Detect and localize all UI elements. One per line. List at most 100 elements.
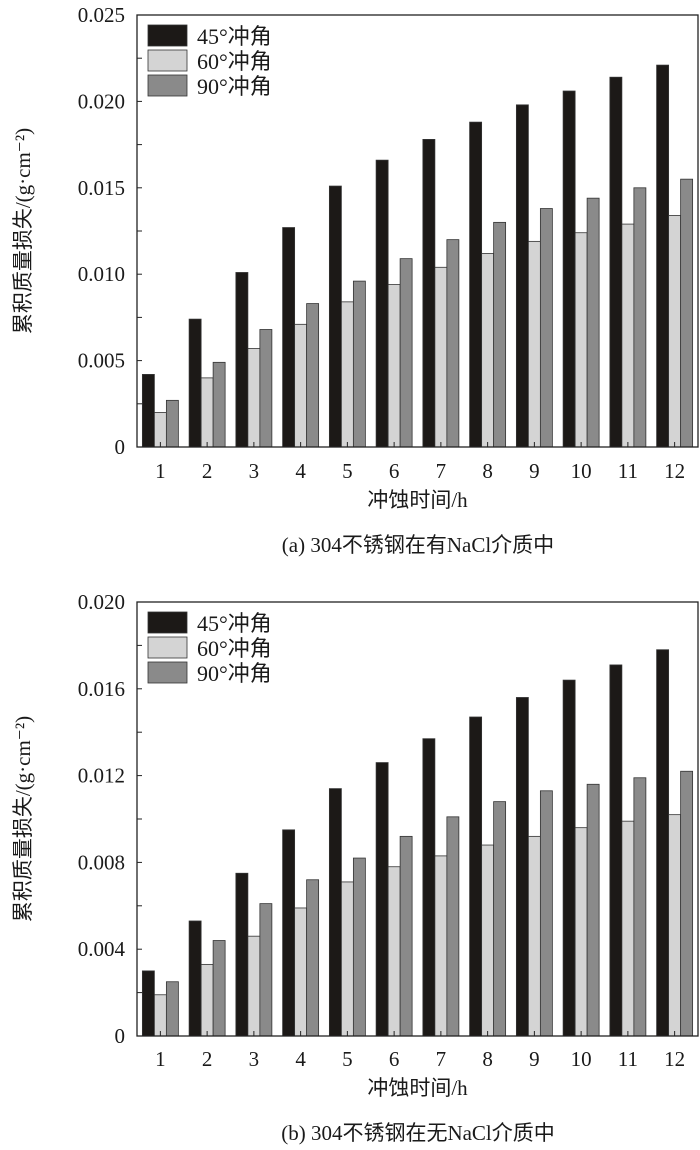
x-axis-title: 冲蚀时间/h	[367, 1076, 468, 1100]
bar-45°冲角-3	[235, 872, 249, 1037]
bar-45°冲角-11	[609, 664, 623, 1037]
bar-45°冲角-12	[656, 649, 670, 1037]
bar-45°冲角-2	[188, 920, 202, 1037]
bar-60°冲角-6	[387, 866, 401, 1037]
bar-90°冲角-11	[633, 777, 647, 1037]
x-tick-label: 7	[436, 459, 447, 483]
legend-swatch-1	[147, 636, 188, 659]
figure-caption: (a) 304不锈钢在有NaCl介质中	[282, 533, 554, 557]
bar-45°冲角-10	[562, 679, 576, 1037]
legend-label: 60°冲角	[197, 636, 272, 661]
x-tick-label: 3	[249, 1047, 260, 1071]
x-tick-label: 9	[529, 459, 540, 483]
x-tick-label: 12	[664, 1047, 685, 1071]
bar-45°冲角-6	[375, 159, 389, 448]
bar-60°冲角-4	[294, 323, 308, 448]
bar-60°冲角-12	[668, 215, 682, 448]
bar-60°冲角-9	[527, 240, 541, 448]
x-tick-label: 8	[482, 459, 493, 483]
bar-90°冲角-7	[446, 239, 460, 448]
x-tick-label: 11	[618, 459, 638, 483]
x-tick-label: 3	[249, 459, 260, 483]
y-tick-label: 0.020	[78, 590, 125, 614]
bar-90°冲角-6	[399, 835, 413, 1037]
bar-45°冲角-4	[282, 829, 296, 1037]
y-tick-label: 0.012	[78, 764, 125, 788]
bar-90°冲角-5	[352, 857, 366, 1037]
bar-45°冲角-2	[188, 318, 202, 448]
legend-swatch-0	[147, 24, 188, 47]
legend-label: 60°冲角	[197, 49, 272, 74]
bar-60°冲角-2	[200, 963, 214, 1037]
y-tick-label: 0.020	[78, 89, 125, 113]
legend-label: 90°冲角	[197, 74, 272, 99]
bar-45°冲角-10	[562, 90, 576, 448]
bar-90°冲角-1	[165, 399, 179, 448]
y-tick-label: 0.005	[78, 349, 125, 373]
bar-60°冲角-11	[621, 223, 635, 448]
bar-60°冲角-12	[668, 814, 682, 1037]
x-tick-label: 8	[482, 1047, 493, 1071]
y-tick-label: 0.010	[78, 262, 125, 286]
bar-90°冲角-10	[586, 197, 600, 448]
x-tick-label: 4	[295, 1047, 306, 1071]
y-tick-label: 0.015	[78, 176, 125, 200]
bar-60°冲角-5	[340, 881, 354, 1037]
bar-60°冲角-1	[153, 412, 167, 448]
bar-90°冲角-10	[586, 783, 600, 1037]
bar-60°冲角-10	[574, 232, 588, 448]
bar-90°冲角-11	[633, 187, 647, 448]
bar-90°冲角-3	[259, 329, 273, 448]
x-tick-label: 6	[389, 459, 400, 483]
bar-60°冲角-8	[481, 844, 495, 1037]
bar-90°冲角-5	[352, 280, 366, 448]
bar-45°冲角-5	[328, 788, 342, 1037]
bar-60°冲角-7	[434, 855, 448, 1037]
bar-45°冲角-7	[422, 139, 436, 448]
bar-60°冲角-11	[621, 820, 635, 1037]
bar-90°冲角-8	[493, 801, 507, 1037]
x-tick-label: 1	[155, 459, 166, 483]
legend-swatch-2	[147, 74, 188, 97]
x-tick-label: 5	[342, 459, 353, 483]
bar-45°冲角-7	[422, 738, 436, 1037]
x-tick-label: 6	[389, 1047, 400, 1071]
bar-90°冲角-12	[680, 178, 694, 448]
legend-label: 90°冲角	[197, 661, 272, 686]
bar-90°冲角-6	[399, 258, 413, 448]
bar-90°冲角-4	[306, 879, 320, 1037]
bar-45°冲角-8	[469, 121, 483, 448]
bar-45°冲角-11	[609, 76, 623, 448]
bar-45°冲角-8	[469, 716, 483, 1037]
bar-60°冲角-9	[527, 835, 541, 1037]
bar-60°冲角-8	[481, 253, 495, 448]
bar-60°冲角-10	[574, 827, 588, 1037]
x-tick-label: 10	[571, 459, 592, 483]
bar-60°冲角-4	[294, 907, 308, 1037]
x-tick-label: 5	[342, 1047, 353, 1071]
bar-60°冲角-3	[247, 348, 261, 448]
y-tick-label: 0	[115, 1024, 126, 1048]
y-tick-label: 0.004	[78, 937, 126, 961]
bar-90°冲角-7	[446, 816, 460, 1037]
x-tick-label: 12	[664, 459, 685, 483]
bar-60°冲角-6	[387, 284, 401, 448]
bar-60°冲角-5	[340, 301, 354, 448]
legend-swatch-2	[147, 661, 188, 684]
bar-90°冲角-9	[539, 208, 553, 448]
x-tick-label: 9	[529, 1047, 540, 1071]
legend-swatch-0	[147, 611, 188, 634]
bar-45°冲角-6	[375, 762, 389, 1037]
y-tick-label: 0.016	[78, 677, 125, 701]
bar-60°冲角-2	[200, 377, 214, 448]
x-tick-label: 4	[295, 459, 306, 483]
bar-60°冲角-1	[153, 994, 167, 1037]
x-tick-label: 2	[202, 459, 213, 483]
bar-60°冲角-7	[434, 266, 448, 448]
bar-45°冲角-9	[515, 104, 529, 448]
y-tick-label: 0.008	[78, 850, 125, 874]
x-tick-label: 7	[436, 1047, 447, 1071]
